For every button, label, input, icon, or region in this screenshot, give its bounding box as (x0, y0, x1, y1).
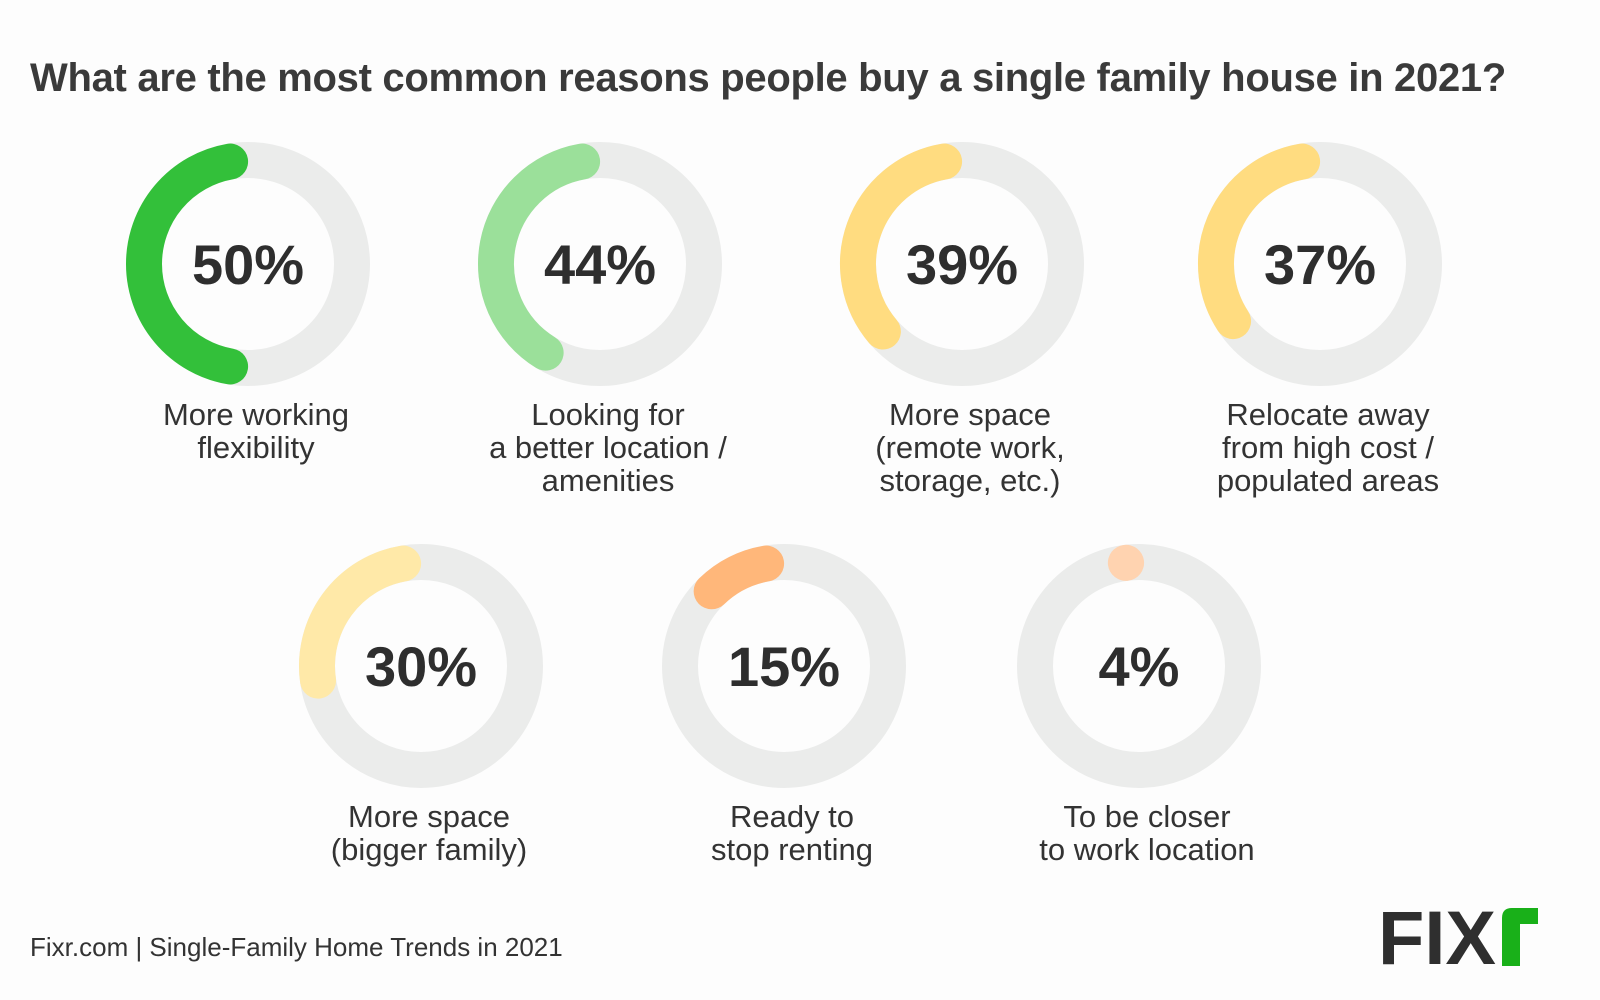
donut-chart: 39% (832, 134, 1092, 394)
fixr-logo: FIX (1378, 896, 1543, 981)
category-label: Relocate away from high cost / populated… (1216, 397, 1440, 498)
donut-value-arc (1198, 143, 1321, 340)
category-label: Looking for a better location / amenitie… (489, 397, 727, 498)
donut-chart: 37% (1190, 134, 1450, 394)
donut-value-arc (840, 143, 963, 350)
category-label: Ready to stop renting (711, 799, 873, 867)
category-label: More working flexibility (162, 397, 350, 465)
percent-label: 4% (1098, 634, 1180, 698)
donut-value-arc (693, 545, 785, 610)
category-label: More space (remote work, storage, etc.) (875, 397, 1065, 498)
svg-text:FIX: FIX (1378, 904, 1496, 966)
chart-title: What are the most common reasons people … (30, 56, 1506, 100)
source-footer: Fixr.com | Single-Family Home Trends in … (30, 932, 563, 962)
donut-value-arc (126, 143, 249, 385)
donut-chart: 44% (470, 134, 730, 394)
percent-label: 50% (191, 232, 305, 296)
percent-label: 39% (905, 232, 1019, 296)
category-label: More space (bigger family) (330, 799, 528, 867)
donut-chart: 4% (1009, 536, 1269, 796)
donut-chart: 15% (654, 536, 914, 796)
percent-label: 30% (364, 634, 478, 698)
percent-label: 44% (543, 232, 657, 296)
percent-label: 37% (1263, 232, 1377, 296)
donut-chart: 30% (291, 536, 551, 796)
donut-value-arc (478, 143, 601, 371)
donut-chart: 50% (118, 134, 378, 394)
category-label: To be closer to work location (1039, 799, 1255, 867)
donut-value-arc (299, 545, 422, 699)
percent-label: 15% (727, 634, 841, 698)
